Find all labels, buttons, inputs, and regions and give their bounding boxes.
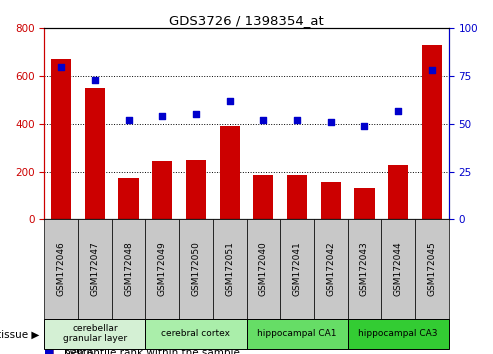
Text: cerebellar
granular layer: cerebellar granular layer <box>63 324 127 343</box>
Text: GSM172050: GSM172050 <box>191 241 201 297</box>
Bar <box>219 126 240 219</box>
Point <box>57 64 65 69</box>
Bar <box>152 161 173 219</box>
Text: GSM172045: GSM172045 <box>427 242 436 296</box>
Text: GSM172041: GSM172041 <box>292 242 302 296</box>
Bar <box>422 45 442 219</box>
Text: ■: ■ <box>44 346 55 354</box>
Bar <box>85 88 105 219</box>
Text: GSM172040: GSM172040 <box>259 242 268 296</box>
Text: hippocampal CA1: hippocampal CA1 <box>257 329 337 338</box>
Bar <box>186 160 206 219</box>
Point <box>394 108 402 113</box>
Point <box>91 77 99 83</box>
Point <box>259 117 267 123</box>
Point <box>327 119 335 125</box>
Text: percentile rank within the sample: percentile rank within the sample <box>64 348 240 354</box>
Point <box>293 117 301 123</box>
Bar <box>253 175 274 219</box>
Point <box>226 98 234 104</box>
Text: GSM172049: GSM172049 <box>158 242 167 296</box>
Text: GSM172043: GSM172043 <box>360 242 369 296</box>
Text: GSM172051: GSM172051 <box>225 241 234 297</box>
Text: cerebral cortex: cerebral cortex <box>162 329 230 338</box>
Title: GDS3726 / 1398354_at: GDS3726 / 1398354_at <box>169 14 324 27</box>
Text: ■: ■ <box>44 348 55 354</box>
Text: tissue ▶: tissue ▶ <box>0 330 39 339</box>
Bar <box>354 188 375 219</box>
Point <box>360 123 368 129</box>
Bar <box>287 175 307 219</box>
Text: count: count <box>64 346 94 354</box>
Point <box>125 117 133 123</box>
Text: hippocampal CA3: hippocampal CA3 <box>358 329 438 338</box>
Text: GSM172042: GSM172042 <box>326 242 335 296</box>
Point <box>158 113 166 119</box>
Point <box>192 112 200 117</box>
Bar <box>51 59 71 219</box>
Text: GSM172048: GSM172048 <box>124 242 133 296</box>
Bar <box>388 165 408 219</box>
Text: GSM172046: GSM172046 <box>57 242 66 296</box>
Bar <box>320 182 341 219</box>
Text: GSM172047: GSM172047 <box>90 242 100 296</box>
Point <box>428 68 436 73</box>
Text: GSM172044: GSM172044 <box>393 242 403 296</box>
Bar <box>118 178 139 219</box>
